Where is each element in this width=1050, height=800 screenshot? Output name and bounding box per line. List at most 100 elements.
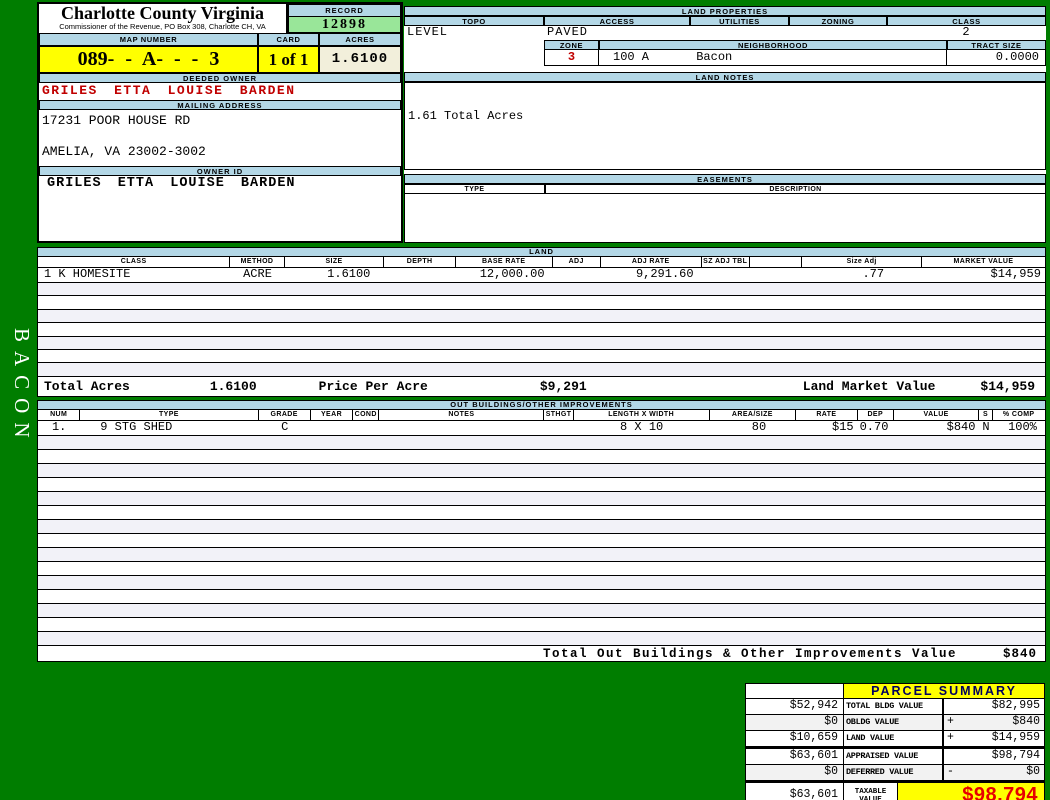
empty-row <box>38 436 1045 450</box>
land-column-headers: CLASS METHOD SIZE DEPTH BASE RATE ADJ AD… <box>38 257 1045 268</box>
deeded-owner-value: GRILES ETTA LOUISE BARDEN <box>42 83 296 98</box>
ob-col-area-size: AREA/SIZE <box>709 410 797 420</box>
deferred-value-label: DEFERRED VALUE <box>844 765 944 780</box>
zone-table: ZONE NEIGHBORHOOD TRACT SIZE 3 100 A Bac… <box>544 40 1046 66</box>
ob-col-pct-comp: % COMP <box>992 410 1045 420</box>
land-market-value: $14,959 <box>990 268 1041 281</box>
access-header: ACCESS <box>544 16 690 26</box>
obldg-value: $840 <box>1012 715 1040 728</box>
land-empty-rows <box>38 283 1045 377</box>
ob-total-value: $840 <box>1002 646 1037 661</box>
neighborhood-value: 100 A Bacon <box>599 50 946 65</box>
class-value: 2 <box>962 25 971 39</box>
easements-title: EASEMENTS <box>404 174 1046 184</box>
summary-row-appraised: $63,601 APPRAISED VALUE $98,794 <box>746 747 1044 765</box>
mailing-address: 17231 POOR HOUSE RD AMELIA, VA 23002-300… <box>39 110 401 166</box>
total-bldg-value: $82,995 <box>991 699 1040 712</box>
land-properties-values: LEVEL PAVED 2 <box>404 26 1046 40</box>
land-op: + <box>947 731 954 744</box>
deferred-value: $0 <box>1026 765 1040 778</box>
land-value-label: LAND VALUE <box>844 731 944 746</box>
appraised-op <box>944 749 961 764</box>
land-notes-title: LAND NOTES <box>404 72 1046 82</box>
land-market-value-total: $14,959 <box>980 378 1035 394</box>
prior-appraised-value: $63,601 <box>746 749 844 764</box>
ob-col-value: VALUE <box>893 410 980 420</box>
zone-label: ZONE <box>544 40 599 50</box>
empty-row <box>38 450 1045 464</box>
tract-size-value: 0.0000 <box>946 50 1045 65</box>
empty-row <box>38 492 1045 506</box>
neighborhood-name: Bacon <box>696 50 733 64</box>
neighborhood-vertical-label: BACON <box>10 328 34 447</box>
title-row: Charlotte County Virginia Commissioner o… <box>39 4 401 33</box>
ob-col-length-width: LENGTH X WIDTH <box>573 410 710 420</box>
ob-col-s: S <box>979 410 993 420</box>
map-number-value: 089- - A- - - 3 <box>39 46 258 73</box>
empty-row <box>38 562 1045 576</box>
commissioner-line: Commissioner of the Revenue, PO Box 308,… <box>59 22 266 31</box>
easements-empty-box <box>404 194 1046 243</box>
land-section: LAND CLASS METHOD SIZE DEPTH BASE RATE A… <box>37 247 1046 397</box>
zone-values: 3 100 A Bacon 0.0000 <box>544 50 1046 66</box>
land-class: 1 K HOMESITE <box>44 268 131 281</box>
ob-type: 9 STG SHED <box>100 421 173 434</box>
empty-row <box>38 548 1045 562</box>
land-method: ACRE <box>243 268 272 281</box>
ob-col-dep: DEP <box>857 410 894 420</box>
obldg-op: + <box>947 715 954 728</box>
total-bldg-value-label: TOTAL BLDG VALUE <box>844 699 944 714</box>
easements-headers: TYPE DESCRIPTION <box>404 184 1046 194</box>
land-col-size-adj: Size Adj <box>802 257 923 267</box>
taxable-value-label: TAXABLE VALUE <box>844 783 898 800</box>
prior-total-bldg-value: $52,942 <box>746 699 844 714</box>
parcel-summary: PARCEL SUMMARY $52,942 TOTAL BLDG VALUE … <box>745 683 1045 800</box>
land-col-size: SIZE <box>284 257 385 267</box>
owner-panel: Charlotte County Virginia Commissioner o… <box>37 2 403 243</box>
ob-cond <box>353 421 379 435</box>
total-acres-value: 1.6100 <box>209 378 257 394</box>
parcel-summary-title: PARCEL SUMMARY <box>844 684 1044 698</box>
ob-col-notes: NOTES <box>379 410 545 420</box>
land-col-base-rate: BASE RATE <box>455 257 553 267</box>
empty-row <box>38 350 1045 364</box>
land-col-depth: DEPTH <box>384 257 456 267</box>
empty-row <box>38 604 1045 618</box>
easement-description-label: DESCRIPTION <box>545 184 1046 194</box>
empty-row <box>38 520 1045 534</box>
map-number-label: MAP NUMBER <box>39 33 258 46</box>
land-data-row: 1 K HOMESITE ACRE 1.6100 12,000.00 9,291… <box>38 268 1045 283</box>
land-properties-headers: TOPO ACCESS UTILITIES ZONING CLASS <box>404 16 1046 26</box>
land-market-value-label: Land Market Value <box>802 378 936 394</box>
out-buildings-section: OUT BUILDINGS/OTHER IMPROVEMENTS NUM TYP… <box>37 400 1046 662</box>
summary-row-total-bldg: $52,942 TOTAL BLDG VALUE $82,995 <box>746 699 1044 715</box>
land-adj-rate: 9,291.60 <box>635 268 694 281</box>
neighborhood-label: NEIGHBORHOOD <box>599 40 947 50</box>
ob-rate: $15 <box>832 421 854 434</box>
land-note: 1.61 Total Acres <box>408 109 524 123</box>
out-buildings-empty-rows <box>38 436 1045 646</box>
neighborhood-code: 100 A <box>613 50 650 64</box>
land-properties-title: LAND PROPERTIES <box>404 6 1046 16</box>
ob-pct-comp: 100% <box>1008 421 1037 434</box>
prior-land-value: $10,659 <box>746 731 844 746</box>
ob-year <box>311 421 353 435</box>
summary-row-taxable: $63,601 TAXABLE VALUE $98,794 <box>746 781 1044 800</box>
topo-header: TOPO <box>404 16 544 26</box>
land-col-class: CLASS <box>38 257 231 267</box>
empty-row <box>38 296 1045 310</box>
empty-row <box>38 576 1045 590</box>
empty-row <box>38 632 1045 646</box>
obldg-value-label: OBLDG VALUE <box>844 715 944 730</box>
mailing-address-line2: AMELIA, VA 23002-3002 <box>42 144 206 159</box>
price-per-acre-label: Price Per Acre <box>318 378 428 394</box>
county-header: Charlotte County Virginia Commissioner o… <box>39 4 288 33</box>
empty-row <box>38 506 1045 520</box>
summary-row-land: $10,659 LAND VALUE + $14,959 <box>746 731 1044 747</box>
record-value: 12898 <box>288 17 401 33</box>
empty-row <box>38 534 1045 548</box>
land-totals-row: Total Acres 1.6100 Price Per Acre $9,291… <box>38 377 1045 396</box>
ob-s: N <box>982 421 990 434</box>
land-notes-box: 1.61 Total Acres <box>404 82 1046 170</box>
